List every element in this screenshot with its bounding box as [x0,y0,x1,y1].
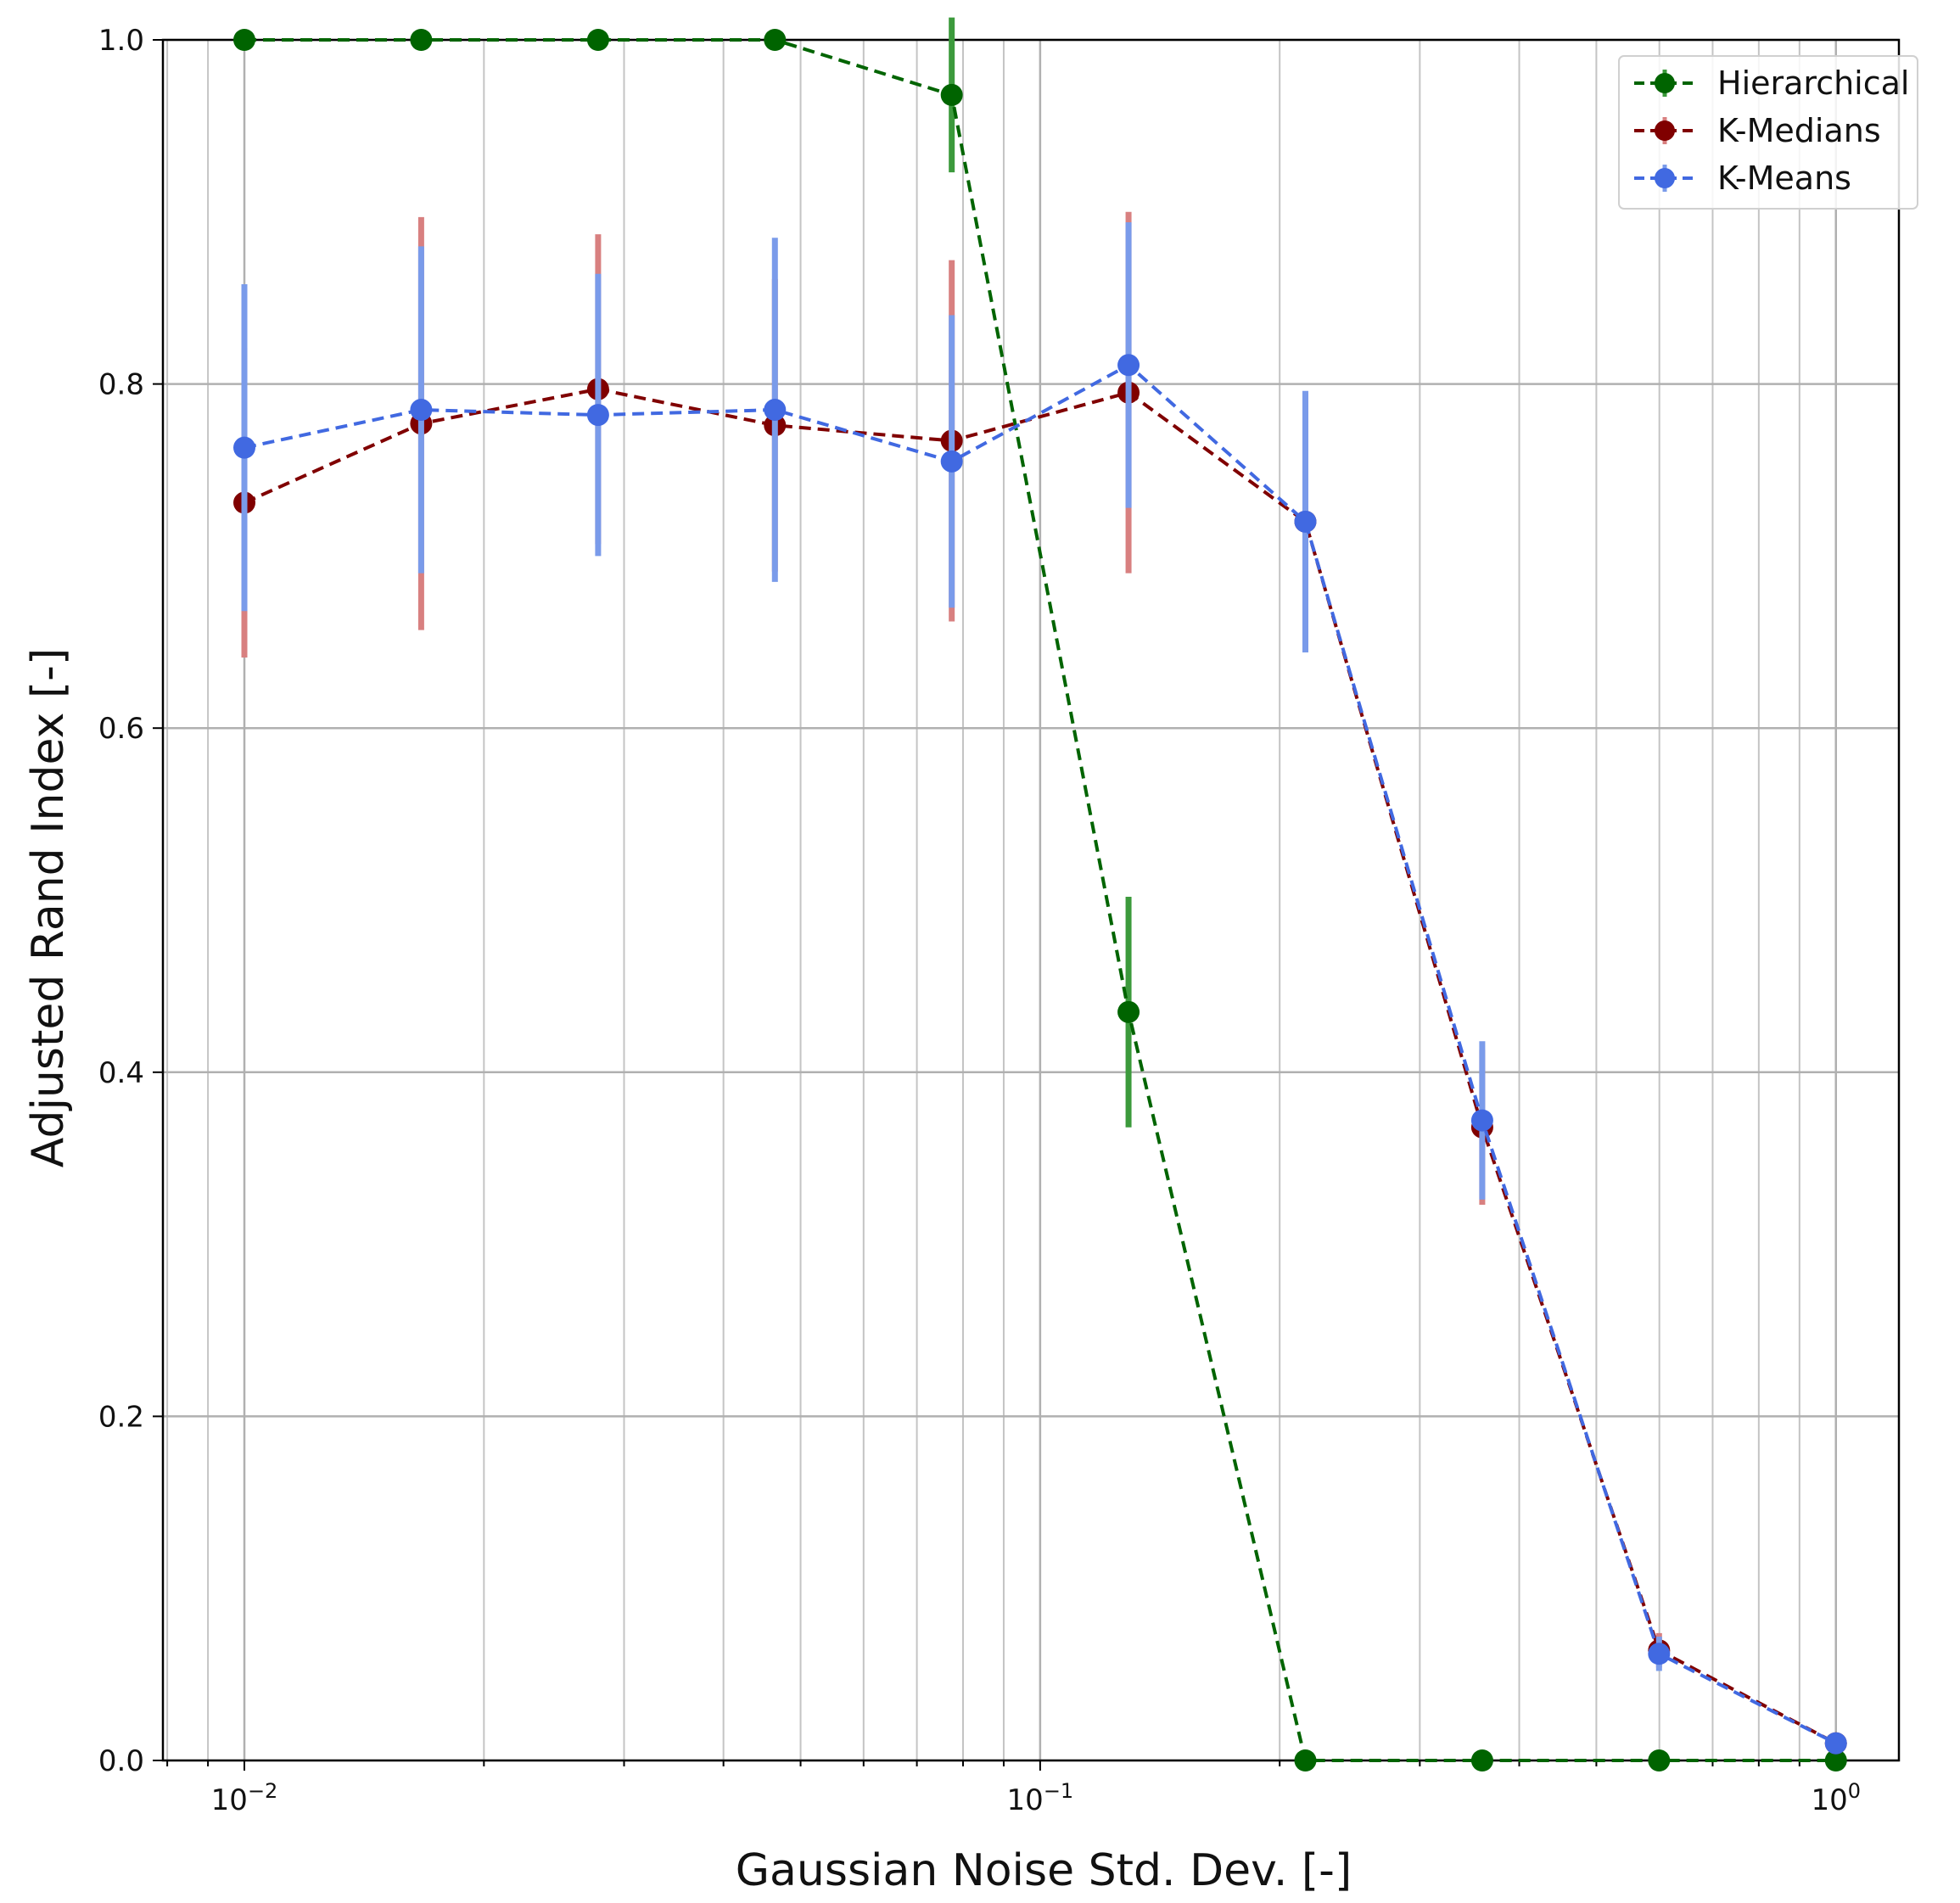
y-tick-label: 0.2 [98,1400,144,1434]
hierarchical-point [1117,1000,1140,1023]
hierarchical-point [764,29,787,51]
legend-label: K-Means [1717,160,1851,197]
k-means-point [940,450,963,473]
hierarchical-point [1470,1749,1493,1771]
k-means-point [233,436,256,459]
y-tick-label: 0.0 [98,1744,144,1778]
x-tick-label: 100 [1811,1779,1861,1817]
series-layer [233,17,1847,1771]
y-tick-label: 0.6 [98,712,144,746]
legend-entry-k-means: K-Means [1634,160,1851,197]
legend-marker [1655,168,1675,188]
k-means-point [1648,1643,1671,1665]
x-tick-label: 10−1 [1007,1779,1074,1817]
hierarchical-point [233,29,256,51]
k-means-point [1117,354,1140,377]
hierarchical-point [586,29,609,51]
hierarchical-point [1294,1749,1317,1771]
hierarchical-point [410,29,433,51]
x-axis-label: Gaussian Noise Std. Dev. [-] [736,1845,1352,1896]
k-means-point [410,399,433,422]
legend-label: Hierarchical [1717,64,1909,102]
label-layer: Gaussian Noise Std. Dev. [-] Adjusted Ra… [23,648,1352,1896]
hierarchical-line [244,38,1836,1762]
y-tick-label: 0.8 [98,368,144,402]
legend-box [1618,55,1918,210]
k-means-point [586,404,609,427]
plot-frame [161,38,1901,1762]
legend: Hierarchical K-Medians K-Means [1618,55,1918,210]
legend-entry-hierarchical: Hierarchical [1634,64,1909,102]
hierarchical-point [1824,1749,1847,1771]
series-hierarchical [233,17,1847,1771]
k-means-line [244,362,1837,1745]
y-tick-label: 0.4 [98,1056,144,1090]
legend-marker [1655,73,1675,93]
k-means-point [1294,510,1317,533]
k-means-point [1824,1732,1847,1755]
hierarchical-point [940,83,963,106]
axes-layer: 0.0 0.2 0.4 0.6 0.8 1.0 10−2 10−1 100 [98,24,1901,1817]
x-tick-label: 10−2 [211,1779,278,1817]
y-axis-label: Adjusted Rand Index [-] [23,648,74,1167]
k-means-point [764,399,787,422]
y-tick-label: 1.0 [98,24,144,58]
hierarchical-point [1648,1749,1671,1771]
legend-label: K-Medians [1717,112,1881,149]
legend-entry-k-medians: K-Medians [1634,112,1881,149]
legend-marker [1655,120,1675,141]
k-means-point [1470,1109,1493,1132]
series-k-means [233,221,1847,1755]
